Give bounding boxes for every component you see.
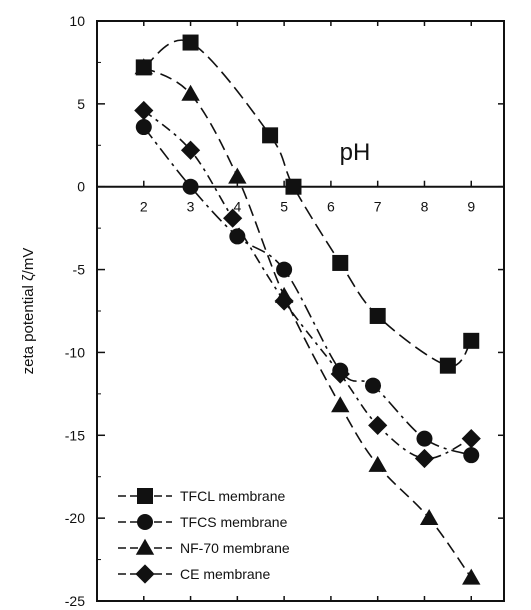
data-point-diamond xyxy=(461,429,481,449)
x-tick-label: 2 xyxy=(140,199,148,215)
legend-label: TFCL membrane xyxy=(180,488,286,504)
x-tick-label: 4 xyxy=(233,199,241,215)
data-point-circle xyxy=(463,447,480,464)
data-point-square xyxy=(439,357,456,374)
legend-marker-diamond xyxy=(135,564,155,584)
data-point-triangle xyxy=(462,568,481,585)
y-tick-label: -10 xyxy=(65,344,85,360)
y-tick-label: -5 xyxy=(73,262,86,278)
x-tick-label: 7 xyxy=(374,199,382,215)
data-point-diamond xyxy=(330,364,350,384)
data-point-triangle xyxy=(419,508,439,525)
legend-marker-circle xyxy=(137,514,153,530)
data-point-circle xyxy=(229,228,246,245)
y-tick-label: -15 xyxy=(65,427,85,443)
y-tick-label: -25 xyxy=(65,593,85,609)
legend-label: TFCS membrane xyxy=(180,514,288,530)
y-axis-title: zeta potential ζ/mV xyxy=(20,248,37,375)
data-point-triangle xyxy=(368,455,387,472)
x-tick-label: 8 xyxy=(421,199,429,215)
x-axis-title: pH xyxy=(340,139,371,166)
plot-frame xyxy=(96,20,505,602)
series-line xyxy=(143,109,472,460)
y-tick-label: 0 xyxy=(77,179,85,195)
data-point-circle xyxy=(182,178,199,195)
data-point-diamond xyxy=(414,448,435,469)
x-tick-label: 6 xyxy=(327,199,335,215)
legend-item: NF-70 membrane xyxy=(118,538,290,556)
data-point-diamond xyxy=(223,208,243,228)
legend-item: TFCS membrane xyxy=(118,514,288,530)
series-diamond xyxy=(134,100,481,469)
legend-item: TFCL membrane xyxy=(118,488,286,504)
data-point-triangle xyxy=(134,58,153,75)
data-point-square xyxy=(463,332,480,349)
data-point-circle xyxy=(135,119,152,136)
x-tick-label: 3 xyxy=(187,199,195,215)
data-point-square xyxy=(285,178,302,195)
legend-label: NF-70 membrane xyxy=(180,540,290,556)
data-point-circle xyxy=(276,261,293,278)
data-point-diamond xyxy=(274,291,294,311)
legend-item: CE membrane xyxy=(118,564,270,584)
series-circle xyxy=(135,119,480,464)
legend-marker-square xyxy=(137,488,153,504)
data-point-triangle xyxy=(181,84,200,101)
data-point-circle xyxy=(365,377,382,394)
data-point-diamond xyxy=(134,100,154,121)
x-tick-label: 5 xyxy=(280,199,288,215)
legend-marker-triangle xyxy=(135,538,155,555)
data-point-square xyxy=(182,34,199,51)
x-tick-label: 9 xyxy=(467,199,475,215)
y-tick-label: -20 xyxy=(65,510,85,526)
data-point-triangle xyxy=(331,396,350,413)
legend-label: CE membrane xyxy=(180,566,270,582)
y-tick-label: 10 xyxy=(69,13,85,29)
series-line xyxy=(143,66,472,579)
data-point-square xyxy=(262,127,279,144)
series-triangle xyxy=(134,58,481,585)
data-point-diamond xyxy=(368,415,388,435)
data-point-triangle xyxy=(228,167,247,184)
series-line xyxy=(143,126,472,456)
data-point-square xyxy=(332,254,349,271)
data-point-diamond xyxy=(180,140,201,160)
data-point-circle xyxy=(416,430,433,447)
data-point-square xyxy=(369,307,386,324)
y-tick-label: 5 xyxy=(77,96,85,112)
